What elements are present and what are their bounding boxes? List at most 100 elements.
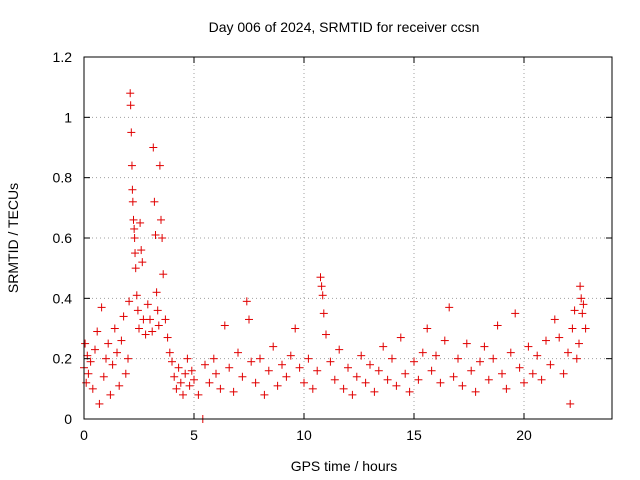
data-point xyxy=(480,342,489,351)
y-tick-label: 1.2 xyxy=(53,49,73,65)
data-point xyxy=(95,399,104,408)
data-point xyxy=(555,333,564,342)
data-point xyxy=(133,306,142,315)
data-point xyxy=(152,288,161,297)
x-tick-label: 10 xyxy=(296,427,312,443)
data-point xyxy=(170,372,179,381)
data-point xyxy=(542,336,550,345)
data-point xyxy=(143,300,152,309)
data-point xyxy=(418,348,427,357)
data-point xyxy=(126,101,135,110)
data-point xyxy=(379,342,388,351)
data-point xyxy=(150,197,159,206)
data-point xyxy=(506,348,515,357)
data-point xyxy=(300,378,308,387)
data-point xyxy=(449,372,458,381)
data-point xyxy=(209,354,218,363)
data-point xyxy=(462,339,471,348)
data-point xyxy=(154,321,163,330)
data-point xyxy=(158,234,167,242)
data-point xyxy=(476,357,484,366)
data-point xyxy=(174,363,183,372)
x-tick-label: 5 xyxy=(190,427,198,443)
data-point xyxy=(238,372,247,381)
data-point xyxy=(190,375,198,384)
data-point xyxy=(106,390,115,399)
data-point xyxy=(91,345,99,354)
chart-title: Day 006 of 2024, SRMTID for receiver ccs… xyxy=(209,19,480,35)
data-point xyxy=(115,381,124,390)
data-point xyxy=(229,387,238,396)
data-point xyxy=(546,360,555,369)
data-point xyxy=(405,387,414,396)
data-point xyxy=(326,357,335,366)
data-point xyxy=(396,333,405,342)
data-point xyxy=(159,270,168,279)
data-point xyxy=(317,282,326,291)
data-point xyxy=(157,215,165,224)
data-point xyxy=(445,303,454,312)
data-point xyxy=(146,315,154,324)
data-point xyxy=(234,348,242,357)
data-point xyxy=(344,363,352,372)
data-point xyxy=(316,273,325,282)
data-point xyxy=(559,369,568,378)
data-point xyxy=(149,143,158,152)
data-point xyxy=(489,354,498,363)
data-point xyxy=(520,378,528,387)
data-point xyxy=(161,315,170,324)
data-point xyxy=(269,342,278,351)
data-point xyxy=(319,309,328,318)
data-point xyxy=(151,230,160,239)
data-point xyxy=(440,336,449,345)
data-point xyxy=(99,372,108,381)
data-point xyxy=(251,378,260,387)
data-point xyxy=(148,327,157,336)
gridlines xyxy=(84,57,612,419)
data-point xyxy=(423,324,432,333)
data-point xyxy=(183,354,192,363)
data-point xyxy=(132,291,141,300)
data-point xyxy=(82,378,91,387)
data-point xyxy=(127,128,136,137)
data-point xyxy=(242,297,251,306)
data-point xyxy=(458,381,467,390)
data-point xyxy=(110,324,119,333)
data-point xyxy=(93,327,102,336)
data-point xyxy=(108,360,117,369)
x-tick-label: 20 xyxy=(516,427,532,443)
data-point xyxy=(128,185,137,194)
data-point xyxy=(247,357,256,366)
data-point xyxy=(392,381,401,390)
x-tick-label: 15 xyxy=(406,427,422,443)
data-point xyxy=(291,324,300,333)
data-point xyxy=(576,282,585,291)
data-point xyxy=(126,89,135,98)
data-point xyxy=(454,354,462,363)
data-point xyxy=(163,333,172,342)
data-point xyxy=(264,366,273,375)
data-point xyxy=(205,378,214,387)
data-point xyxy=(572,354,581,363)
data-point xyxy=(370,387,379,396)
data-point xyxy=(352,372,361,381)
data-point xyxy=(410,357,418,366)
y-tick-label: 0.2 xyxy=(53,351,73,367)
data-point xyxy=(383,375,392,384)
data-point xyxy=(528,369,537,378)
data-point xyxy=(335,345,344,354)
y-tick-label: 0.6 xyxy=(53,230,73,246)
data-point xyxy=(119,312,128,321)
data-point xyxy=(104,339,113,348)
data-point xyxy=(194,390,203,399)
data-point xyxy=(579,300,588,309)
data-point xyxy=(181,369,190,378)
data-point xyxy=(138,258,147,267)
data-point xyxy=(295,363,304,372)
data-point xyxy=(388,354,396,363)
data-point xyxy=(286,351,295,360)
data-point xyxy=(308,384,317,393)
data-point xyxy=(361,378,370,387)
data-point xyxy=(533,351,542,360)
